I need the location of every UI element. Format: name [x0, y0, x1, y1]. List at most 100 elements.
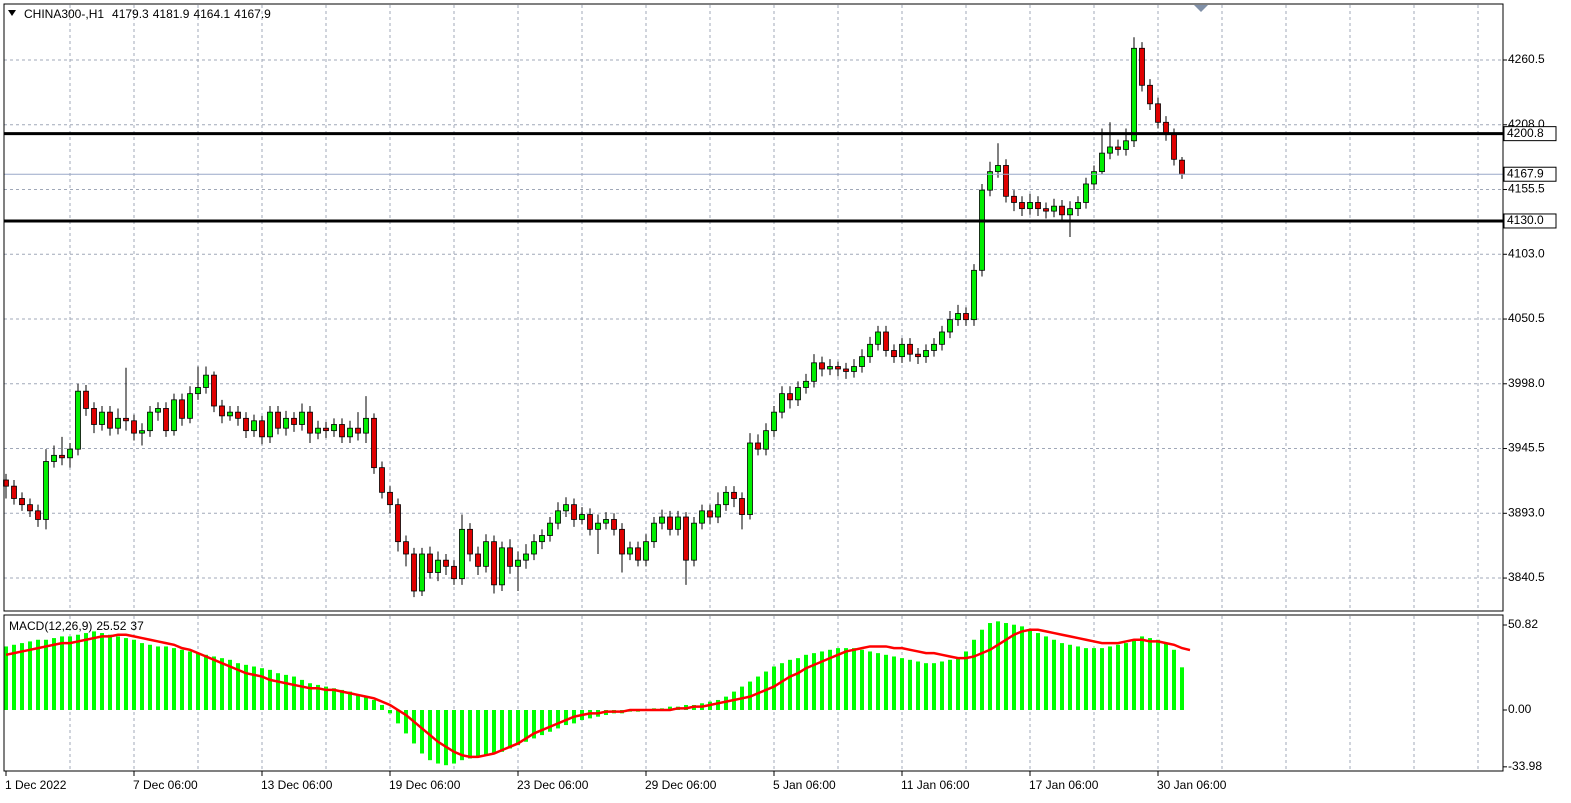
- macd-bar: [324, 686, 328, 711]
- candle-body: [795, 387, 801, 401]
- candle-body: [315, 427, 321, 434]
- macd-bar: [460, 710, 464, 761]
- macd-bar: [172, 648, 176, 711]
- candle-body: [323, 427, 329, 432]
- macd-bar: [1012, 624, 1016, 711]
- candle-body: [307, 411, 313, 434]
- macd-header: MACD(12,26,9) 25.52 37: [9, 619, 144, 633]
- x-tick-label: 30 Jan 06:00: [1157, 778, 1227, 792]
- macd-bar: [492, 710, 496, 754]
- plot: [3, 37, 1503, 766]
- macd-bar: [140, 643, 144, 711]
- candle-body: [131, 420, 137, 434]
- last-price-label: 4167.9: [1507, 166, 1544, 180]
- candle-body: [923, 350, 929, 358]
- macd-bar: [956, 658, 960, 711]
- candle-body: [59, 454, 65, 459]
- macd-bar: [332, 688, 336, 711]
- menu-arrow[interactable]: [8, 10, 16, 16]
- level-label: 4200.8: [1507, 126, 1544, 140]
- candle-body: [531, 541, 537, 555]
- macd-value: 25.52: [96, 619, 126, 633]
- candle-body: [1171, 134, 1177, 160]
- candle-body: [19, 498, 25, 506]
- candle-body: [451, 565, 457, 580]
- candle-body: [779, 393, 785, 413]
- macd-bar: [876, 653, 880, 711]
- candle-body: [475, 553, 481, 567]
- candle-body: [731, 491, 737, 499]
- macd-bar: [28, 641, 32, 711]
- candle-body: [931, 343, 937, 351]
- macd-bar: [468, 710, 472, 759]
- candle-body: [867, 343, 873, 358]
- candle-body: [1067, 208, 1073, 216]
- candle-body: [747, 442, 753, 515]
- candle-body: [387, 491, 393, 506]
- macd-bar: [796, 658, 800, 711]
- macd-bar: [1148, 638, 1152, 711]
- candle-body: [819, 362, 825, 370]
- candle-body: [1147, 84, 1153, 105]
- candle-body: [1059, 205, 1065, 216]
- candle-body: [1027, 202, 1033, 210]
- macd-pane-border: [3, 614, 1504, 772]
- macd-bar: [820, 651, 824, 711]
- candle-body: [875, 331, 881, 345]
- macd-bar: [940, 661, 944, 711]
- macd-bar: [932, 663, 936, 711]
- candle-body: [979, 189, 985, 271]
- candle-body: [651, 522, 657, 543]
- candle-body: [11, 485, 17, 499]
- y-tick-label: 4260.5: [1508, 52, 1545, 66]
- candle-body: [675, 516, 681, 530]
- macd-bar: [276, 673, 280, 711]
- macd-bar: [1084, 648, 1088, 711]
- y-tick-label: 3840.5: [1508, 570, 1545, 584]
- candle-body: [939, 331, 945, 345]
- macd-bar: [204, 654, 208, 711]
- candle-body: [203, 374, 209, 388]
- macd-bar: [180, 649, 184, 711]
- macd-bar: [532, 710, 536, 739]
- y-tick-label: 3945.5: [1508, 441, 1545, 455]
- macd-bar: [828, 649, 832, 711]
- candle-body: [715, 504, 721, 518]
- candle-body: [251, 420, 257, 432]
- candle-body: [51, 454, 57, 462]
- macd-bar: [356, 694, 360, 711]
- candle-body: [803, 380, 809, 388]
- macd-bar: [252, 666, 256, 711]
- macd-bar: [1068, 644, 1072, 711]
- candle-body: [275, 411, 281, 429]
- candle-body: [419, 553, 425, 592]
- macd-bar: [300, 679, 304, 711]
- macd-bar: [100, 633, 104, 711]
- candle-body: [107, 411, 113, 429]
- signal-value: 37: [130, 619, 144, 633]
- candle-body: [155, 408, 161, 413]
- candle-body: [891, 350, 897, 358]
- macd-bar: [508, 710, 512, 749]
- candle-body: [691, 522, 697, 561]
- x-tick-label: 5 Jan 06:00: [773, 778, 836, 792]
- macd-bar: [92, 631, 96, 711]
- macd-bar: [1156, 639, 1160, 711]
- macd-bar: [316, 684, 320, 711]
- macd-bar: [444, 710, 448, 766]
- macd-bar: [836, 648, 840, 711]
- x-tick-label: 29 Dec 06:00: [645, 778, 717, 792]
- y-tick-label: 4155.5: [1508, 182, 1545, 196]
- candle-body: [123, 417, 129, 422]
- macd-bar: [980, 629, 984, 711]
- macd-bar: [988, 623, 992, 711]
- macd-bar: [924, 663, 928, 711]
- candle-body: [915, 353, 921, 358]
- macd-bar: [116, 636, 120, 711]
- candle-body: [443, 559, 449, 567]
- candle-body: [211, 374, 217, 407]
- macd-bar: [500, 710, 504, 752]
- candle-body: [259, 420, 265, 438]
- macd-bar: [724, 696, 728, 711]
